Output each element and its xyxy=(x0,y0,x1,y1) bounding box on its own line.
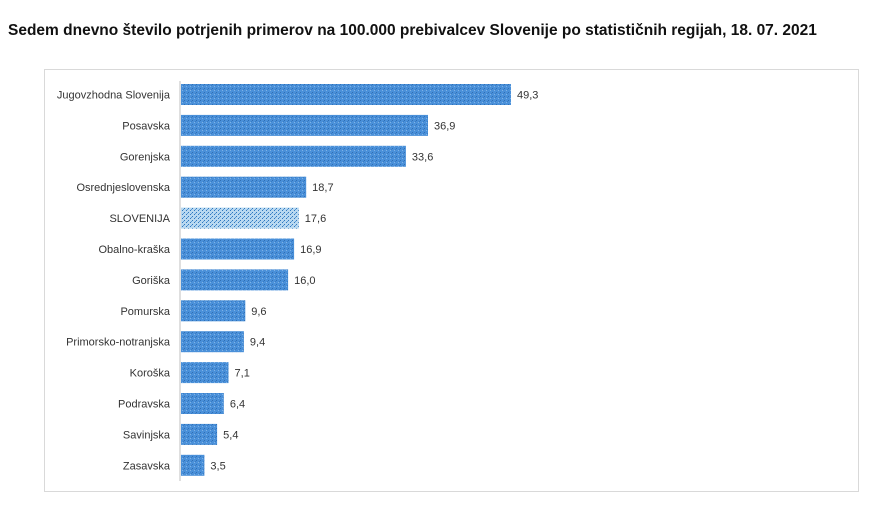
bar xyxy=(181,393,224,414)
category-label: SLOVENIJA xyxy=(109,213,170,225)
category-label: Pomurska xyxy=(120,306,170,318)
plot-area xyxy=(44,69,859,492)
data-label: 16,9 xyxy=(300,244,321,256)
bar xyxy=(181,145,406,167)
data-label: 16,0 xyxy=(294,275,315,287)
bar xyxy=(181,331,244,353)
category-label: Primorsko-notranjska xyxy=(66,337,171,349)
bar xyxy=(181,114,428,136)
data-label: 7,1 xyxy=(235,368,250,380)
bar xyxy=(181,454,205,476)
data-label: 5,4 xyxy=(223,429,238,441)
category-label: Obalno-kraška xyxy=(98,244,170,256)
data-label: 3,5 xyxy=(210,460,225,472)
data-label: 49,3 xyxy=(517,90,538,102)
data-label: 18,7 xyxy=(312,182,333,194)
bar xyxy=(181,269,289,291)
data-label: 9,6 xyxy=(251,306,266,318)
category-label: Gorenjska xyxy=(120,151,171,163)
bar-highlight xyxy=(181,207,299,229)
category-label: Jugovzhodna Slovenija xyxy=(57,90,171,102)
bar xyxy=(181,84,511,105)
bar xyxy=(181,176,307,198)
data-label: 36,9 xyxy=(434,120,455,132)
category-label: Koroška xyxy=(130,368,171,380)
category-label: Goriška xyxy=(132,275,171,287)
bar xyxy=(181,238,295,260)
bar xyxy=(181,423,218,445)
data-label: 33,6 xyxy=(412,151,433,163)
category-label: Posavska xyxy=(122,120,171,132)
data-label: 6,4 xyxy=(230,399,245,411)
data-label: 17,6 xyxy=(305,213,326,225)
data-label: 9,4 xyxy=(250,337,265,349)
category-label: Savinjska xyxy=(123,429,171,441)
bar xyxy=(181,362,229,384)
bar xyxy=(181,300,246,322)
chart-title: Sedem dnevno število potrjenih primerov … xyxy=(8,22,817,39)
category-label: Zasavska xyxy=(123,460,171,472)
category-label: Osrednjeslovenska xyxy=(76,182,170,194)
category-label: Podravska xyxy=(118,399,171,411)
